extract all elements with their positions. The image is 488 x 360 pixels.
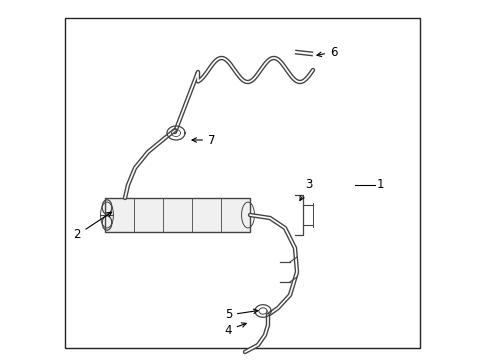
Text: 3: 3	[299, 179, 312, 201]
Text: 4: 4	[224, 323, 246, 337]
Bar	[105, 198, 249, 232]
Text: 5: 5	[224, 309, 258, 321]
Text: 6: 6	[316, 45, 337, 58]
Text: 7: 7	[192, 134, 215, 147]
Text: 1: 1	[376, 179, 384, 192]
Text: 2: 2	[73, 212, 111, 242]
Bar	[65, 18, 419, 348]
